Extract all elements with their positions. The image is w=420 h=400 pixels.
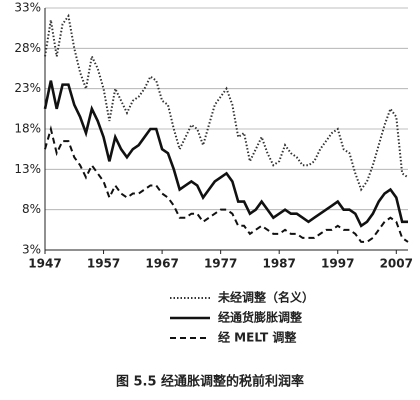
y-tick-label: 13%: [14, 162, 41, 176]
y-tick-label: 28%: [14, 41, 41, 55]
series-line: [44, 13, 409, 192]
x-tick-label: 1967: [145, 257, 178, 271]
y-tick-label: 33%: [14, 1, 41, 15]
x-tick-label: 1957: [87, 257, 120, 271]
x-tick-label: 1997: [321, 257, 354, 271]
x-tick-label: 2007: [380, 257, 413, 271]
series-line: [44, 125, 409, 243]
y-tick-label: 23%: [14, 81, 41, 95]
y-tick-label: 8%: [22, 202, 41, 216]
legend-label: 未经调整（名义）: [217, 290, 314, 305]
x-tick-label: 1987: [262, 257, 295, 271]
legend-label: 经 MELT 调整: [218, 330, 296, 345]
y-tick-label: 3%: [22, 243, 41, 257]
legend-label: 经通货膨胀调整: [218, 310, 302, 325]
series-line: [43, 80, 408, 228]
x-tick-label: 1947: [28, 257, 61, 271]
chart-title: 图 5.5 经通胀调整的税前利润率: [116, 374, 304, 390]
y-tick-label: 18%: [14, 122, 41, 136]
x-tick-label: 1977: [204, 257, 237, 271]
